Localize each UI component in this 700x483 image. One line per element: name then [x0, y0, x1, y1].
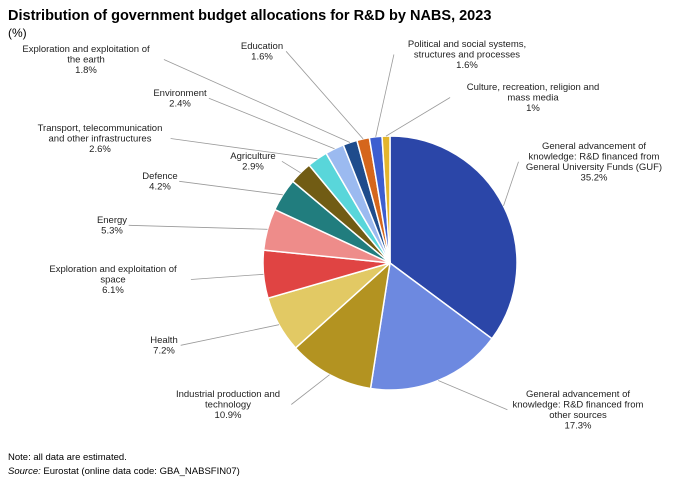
slice-label-line: Health	[150, 335, 177, 346]
leader-line	[291, 374, 330, 405]
slice-label-line: knowledge: R&D financed from	[529, 152, 660, 163]
pie-slice	[369, 261, 494, 391]
leader-line	[180, 324, 280, 346]
slice-value: 2.9%	[242, 162, 264, 173]
leader-line	[190, 273, 264, 280]
slice-label: Agriculture 2.9%	[230, 151, 275, 173]
slice-label: Transport, telecommunication and other in…	[38, 123, 163, 155]
slice-label-line: Agriculture	[230, 151, 275, 162]
slice-label-line: General advancement of	[526, 389, 630, 400]
leader-line	[179, 180, 283, 196]
slice-value: 2.4%	[169, 99, 191, 110]
pie-slices	[262, 135, 518, 391]
slice-value: 6.1%	[102, 285, 124, 296]
slice-label-line: technology	[205, 400, 251, 411]
slice-label-line: Exploration and exploitation of	[22, 44, 150, 55]
slice-label-line: the earth	[67, 55, 105, 66]
leader-line	[170, 138, 318, 160]
leader-line	[208, 97, 335, 150]
leader-line	[375, 54, 395, 137]
slice-value: 7.2%	[153, 346, 175, 357]
slice-label-line: Energy	[97, 215, 127, 226]
slice-label: Defence 4.2%	[142, 171, 177, 193]
slice-label-line: structures and processes	[414, 50, 520, 61]
slice-value: 5.3%	[101, 226, 123, 237]
slice-value: 1%	[526, 103, 540, 114]
slice-label: Health 7.2%	[150, 335, 177, 357]
slice-label: Exploration and exploitation of the earth…	[22, 44, 150, 76]
chart-source: Source: Eurostat (online data code: GBA_…	[8, 466, 240, 477]
slice-label: General advancement of knowledge: R&D fin…	[526, 141, 662, 184]
slice-label-line: Industrial production and	[176, 389, 280, 400]
slice-value: 17.3%	[565, 421, 592, 432]
slice-value: 35.2%	[581, 173, 608, 184]
source-label: Source:	[8, 466, 41, 477]
slice-label-line: mass media	[507, 93, 559, 104]
slice-label-line: other sources	[549, 410, 607, 421]
leader-line	[385, 97, 451, 137]
slice-value: 2.6%	[89, 144, 111, 155]
slice-value: 4.2%	[149, 182, 171, 193]
slice-label-line: space	[100, 275, 125, 286]
slice-value: 1.6%	[251, 52, 273, 63]
slice-value: 10.9%	[215, 410, 242, 421]
slice-label-line: Defence	[142, 171, 177, 182]
leader-lines	[128, 51, 519, 411]
slice-value: 1.6%	[456, 60, 478, 71]
slice-label: Energy 5.3%	[97, 215, 127, 237]
chart-subtitle: (%)	[8, 26, 27, 40]
leader-line	[503, 161, 519, 207]
slice-label: Culture, recreation, religion and mass me…	[467, 82, 600, 114]
leader-line	[438, 380, 508, 411]
slice-label-line: General University Funds (GUF)	[526, 162, 662, 173]
slice-label-line: and other infrastructures	[49, 134, 152, 145]
leader-line	[163, 59, 351, 143]
slice-label: Environment 2.4%	[153, 88, 207, 110]
slice-label: Political and social systems, structures …	[408, 39, 526, 71]
slice-label-line: Transport, telecommunication	[38, 123, 163, 134]
leader-line	[281, 160, 301, 174]
pie-slice	[389, 135, 518, 340]
chart-title: Distribution of government budget alloca…	[8, 8, 492, 24]
slice-value: 1.8%	[75, 65, 97, 76]
slice-label-line: Exploration and exploitation of	[49, 264, 177, 275]
slice-label-line: Culture, recreation, religion and	[467, 82, 600, 93]
slice-label-line: Education	[241, 41, 283, 52]
slice-label-line: Political and social systems,	[408, 39, 526, 50]
slice-label: Exploration and exploitation of space 6.1%	[49, 264, 177, 296]
slice-label-line: General advancement of	[542, 141, 646, 152]
slice-labels: General advancement of knowledge: R&D fin…	[22, 39, 662, 432]
leader-line	[285, 51, 364, 140]
source-text: Eurostat (online data code: GBA_NABSFIN0…	[43, 466, 240, 477]
slice-label: Education 1.6%	[241, 41, 283, 63]
leader-line	[128, 224, 268, 230]
chart-note: Note: all data are estimated.	[8, 452, 127, 463]
slice-label-line: knowledge: R&D financed from	[513, 400, 644, 411]
slice-label: General advancement of knowledge: R&D fin…	[513, 389, 644, 432]
slice-label-line: Environment	[153, 88, 207, 99]
slice-label: Industrial production and technology 10.9%	[176, 389, 280, 421]
